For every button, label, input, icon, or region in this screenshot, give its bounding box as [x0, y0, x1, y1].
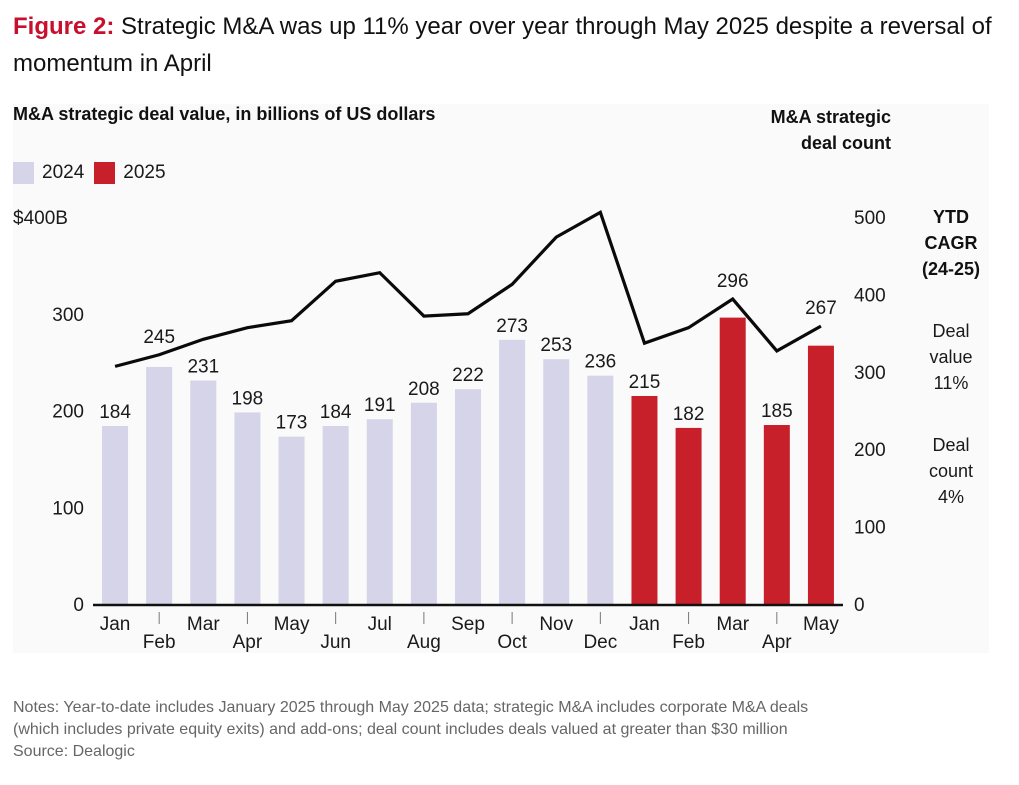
- legend-label-2025: 2025: [123, 162, 166, 183]
- bar-value-label: 198: [232, 388, 264, 409]
- x-tick-label: Jun: [320, 632, 351, 653]
- bar-2024-jun: [322, 425, 349, 604]
- bar-2024-dec: [587, 375, 614, 604]
- source-line: Source: Dealogic: [13, 743, 135, 760]
- bar-2024-sep: [455, 389, 481, 604]
- cagr-deal-value: Deal: [932, 321, 969, 341]
- legend-swatch-2024: [13, 162, 34, 184]
- left-axis-tick-label: 200: [52, 402, 84, 423]
- bar-value-label: 182: [673, 404, 705, 425]
- notes: Notes: Year-to-date includes January 202…: [13, 697, 1003, 763]
- bar-2024-apr: [234, 412, 261, 604]
- bar-value-label: 231: [187, 357, 219, 378]
- bar-value-label: 185: [761, 401, 793, 422]
- x-tick-label: Feb: [143, 632, 176, 653]
- x-tick-label: Apr: [233, 632, 263, 653]
- cagr-heading: YTD: [933, 207, 969, 227]
- right-axis-tick-label: 100: [854, 518, 886, 539]
- notes-line-1: Notes: Year-to-date includes January 202…: [13, 699, 809, 716]
- bar-value-label: 245: [143, 327, 175, 348]
- right-axis-tick-label: 400: [854, 285, 886, 306]
- figure-title-text: Strategic M&A was up 11% year over year …: [13, 13, 992, 77]
- x-tick-label: May: [274, 614, 310, 635]
- bar-value-label: 253: [540, 335, 572, 356]
- left-axis-tick-label: 100: [52, 498, 84, 519]
- bar-value-label: 208: [408, 379, 440, 400]
- cagr-heading: CAGR: [925, 233, 978, 253]
- bar-value-label: 273: [496, 316, 528, 337]
- cagr-deal-count: 4%: [938, 487, 964, 507]
- x-tick-label: Aug: [407, 632, 441, 653]
- bar-2024-mar: [190, 380, 217, 604]
- left-axis-tick-label: 0: [73, 595, 84, 616]
- bar-value-label: 184: [320, 402, 352, 423]
- right-axis-title-line2: deal count: [800, 133, 891, 153]
- bar-2024-oct: [499, 339, 526, 604]
- bar-2024-jan: [102, 425, 129, 604]
- bar-2024-may: [278, 436, 305, 604]
- bar-2025-feb: [675, 427, 702, 604]
- bar-value-label: 173: [276, 413, 308, 434]
- x-tick-label: Feb: [672, 632, 705, 653]
- x-tick-label: Jan: [100, 614, 131, 635]
- legend-item-2025: 2025: [94, 162, 166, 184]
- cagr-deal-value: 11%: [934, 373, 969, 393]
- x-tick-label: Apr: [762, 632, 792, 653]
- figure-title: Figure 2: Strategic M&A was up 11% year …: [13, 8, 1003, 82]
- right-axis-tick-label: 300: [854, 363, 886, 384]
- x-tick-label: Mar: [716, 614, 749, 635]
- bar-value-label: 215: [629, 372, 661, 393]
- bar-value-label: 184: [99, 402, 131, 423]
- right-axis-tick-label: 500: [854, 208, 886, 229]
- bar-value-label: 267: [805, 298, 837, 319]
- right-axis-tick-label: 200: [854, 440, 886, 461]
- right-axis-tick-label: 0: [854, 595, 865, 616]
- legend-label-2024: 2024: [42, 162, 85, 183]
- x-tick-label: Jul: [368, 614, 392, 635]
- bar-2024-aug: [410, 402, 437, 604]
- bar-2025-mar: [719, 317, 746, 604]
- bar-2025-jan: [631, 395, 658, 604]
- bar-value-label: 191: [364, 395, 396, 416]
- legend-swatch-2025: [94, 162, 116, 184]
- bar-2025-may: [807, 345, 834, 604]
- cagr-deal-value: value: [929, 347, 972, 367]
- bar-2024-feb: [146, 366, 173, 604]
- left-axis-title: M&A strategic deal value, in billions of…: [13, 104, 436, 124]
- bar-value-label: 236: [585, 352, 617, 373]
- x-tick-label: Mar: [187, 614, 220, 635]
- x-tick-label: Oct: [497, 632, 527, 653]
- right-axis-title-line1: M&A strategic: [770, 107, 891, 127]
- legend-item-2024: 2024: [13, 162, 84, 184]
- x-tick-label: Sep: [451, 614, 485, 635]
- bar-value-label: 222: [452, 365, 484, 386]
- notes-line-2: (which includes private equity exits) an…: [13, 721, 788, 738]
- cagr-deal-count: Deal: [932, 435, 969, 455]
- figure-label: Figure 2:: [13, 13, 115, 40]
- bar-value-label: 296: [717, 271, 749, 292]
- x-tick-label: Jan: [629, 614, 660, 635]
- x-tick-label: May: [803, 614, 839, 635]
- right-axis-title: M&A strategic deal count: [771, 104, 891, 156]
- cagr-heading: (24-25): [922, 259, 980, 279]
- bar-2024-jul: [366, 419, 393, 604]
- left-axis-tick-label: $400B: [13, 208, 68, 229]
- bar-2024-nov: [543, 359, 570, 604]
- deal-count-line: [114, 210, 822, 368]
- bar-2025-apr: [763, 425, 790, 604]
- x-tick-label: Nov: [539, 614, 573, 635]
- legend: 2024 2025: [13, 162, 176, 184]
- cagr-deal-count: count: [929, 461, 973, 481]
- left-axis-tick-label: 300: [52, 305, 84, 326]
- x-tick-label: Dec: [583, 632, 617, 653]
